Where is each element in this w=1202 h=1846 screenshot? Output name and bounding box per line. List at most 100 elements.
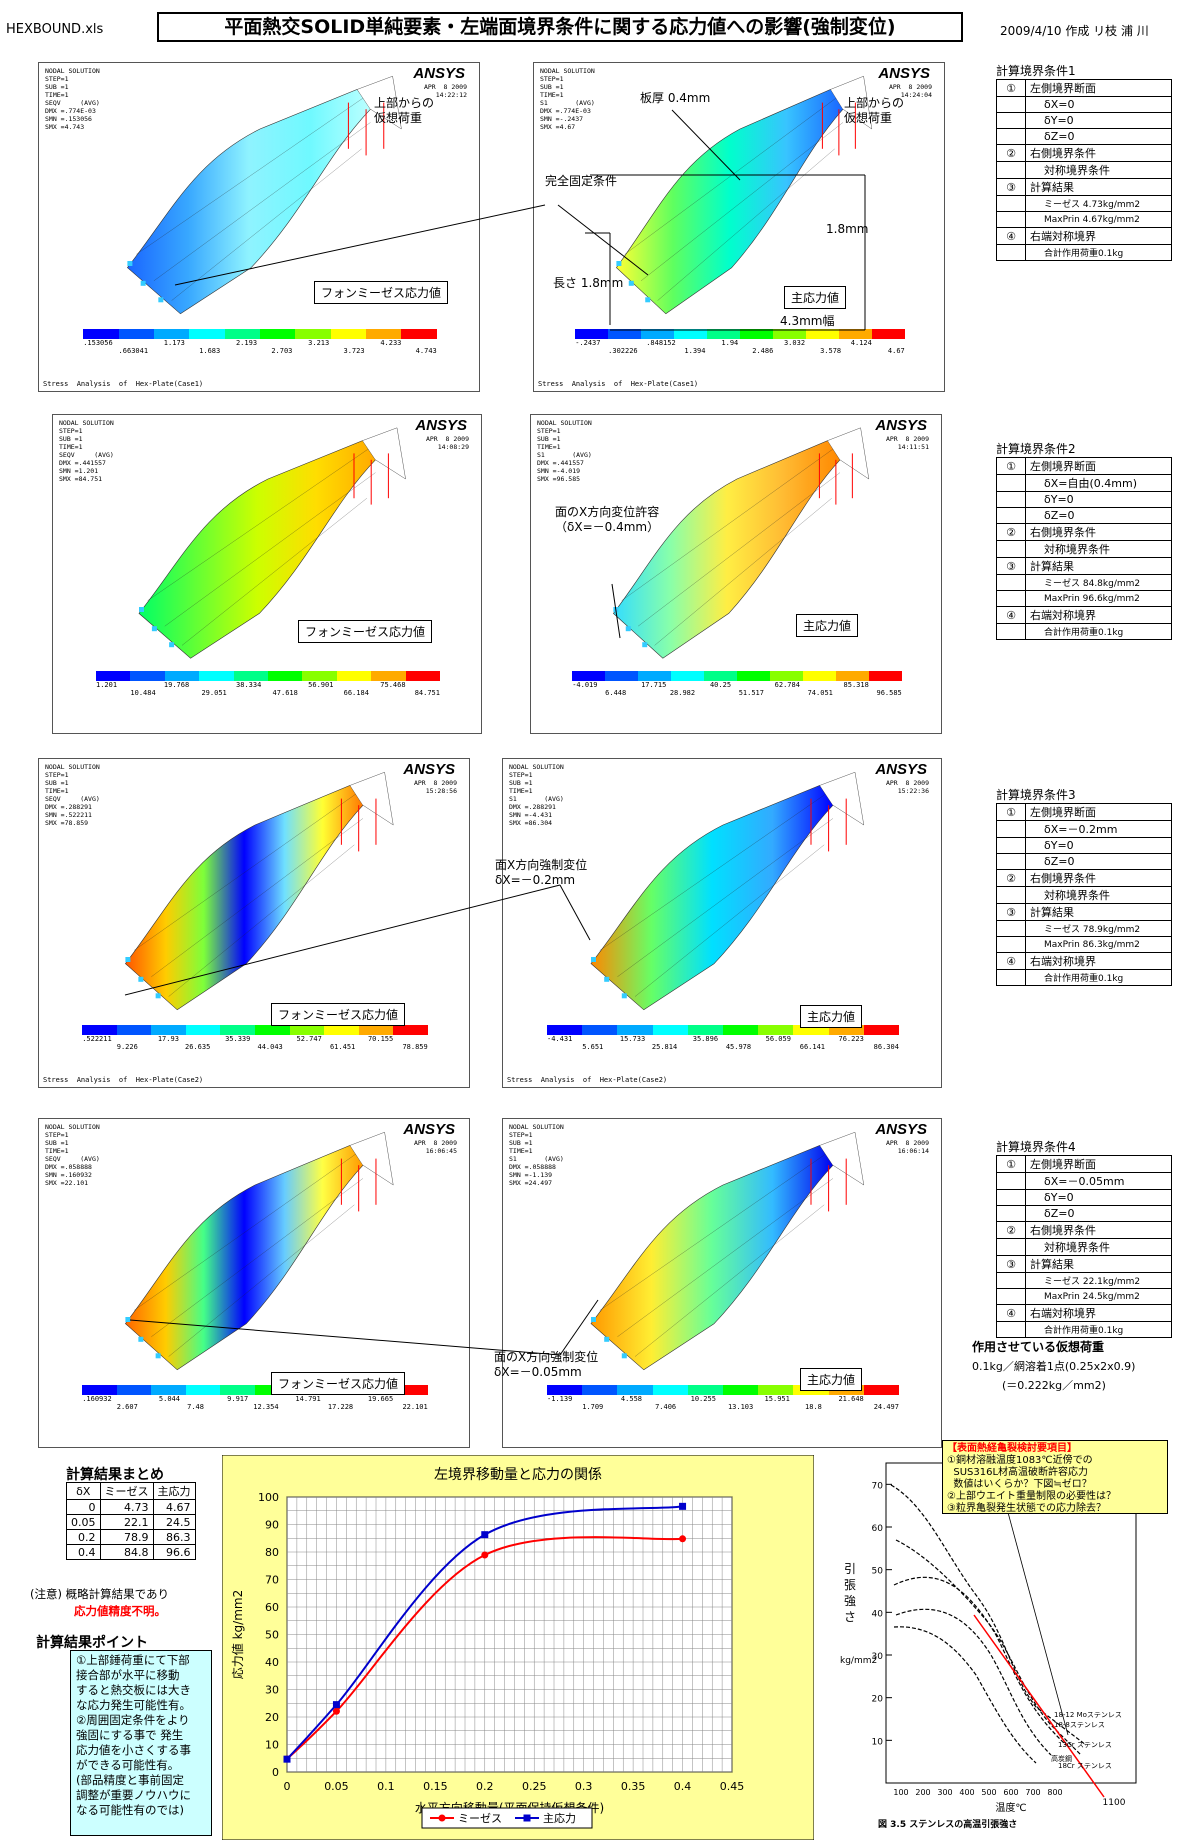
summary-table: δX ミーゼス 主応力 0 4.73 4.67 0.05 22.1 24.5 0.2 78… [66, 1482, 196, 1560]
ansys-nodal: NODAL SOLUTION [59, 419, 114, 427]
ansys-date: APR 8 2009 [885, 435, 929, 443]
condition-row: δY=0 [996, 1189, 1172, 1206]
condition-num [996, 507, 1026, 524]
colorbar-label: 84.751 [414, 689, 440, 697]
condition-num: ② [996, 1221, 1026, 1239]
condition-text: δY=0 [1025, 112, 1172, 129]
callout-width: 4.3mm幅 [780, 314, 835, 328]
ref-y-tick-label: 30 [872, 1652, 884, 1662]
ansys-smx: SMX =4.743 [45, 123, 85, 131]
points-line: ができる可能性有。 [76, 1758, 180, 1772]
condition-num [996, 837, 1026, 854]
condition-num [996, 1321, 1026, 1338]
condition-text: MaxPrin 4.67kg/mm2 [1025, 211, 1172, 228]
colorbar-label: 9.917 [227, 1395, 249, 1403]
colorbar-label: 26.635 [185, 1043, 211, 1051]
label-mises-4: フォンミーゼス応力値 [271, 1372, 406, 1395]
ansys-plot-panel: NODAL SOLUTION STEP=1 SUB =1 TIME=1 SEQV (AV… [38, 1118, 470, 1448]
risk-box: 【表面熱経亀裂検討要項目】 ①銅材溶融温度1083℃近傍での SUS316L材高… [942, 1440, 1168, 1514]
condition-row: 対称境界条件 [996, 886, 1172, 904]
colorbar: -4.019 17.715 40.25 62.784 85.318 6.448 28.98… [572, 671, 902, 697]
x-tick-label: 0.45 [720, 1780, 745, 1793]
ref-y-tick-label: 70 [872, 1481, 884, 1491]
condition-num [996, 211, 1026, 228]
condition-num [996, 161, 1026, 179]
colorbar-swatch [96, 671, 131, 681]
ansys-time: TIME=1 [537, 443, 561, 451]
condition-row: ① 左側境界断面 [996, 803, 1172, 821]
ansys-logo: ANSYS [403, 1121, 455, 1138]
y-tick-label: 0 [272, 1766, 279, 1779]
colorbar-swatch [220, 1025, 255, 1035]
colorbar-label: -.2437 [575, 339, 601, 347]
summary-cell: 0 [66, 1499, 101, 1515]
plate-contour [616, 75, 873, 315]
colorbar-label: 3.723 [343, 347, 365, 355]
summary-cell: 86.3 [152, 1529, 196, 1545]
colorbar-swatch [547, 1385, 583, 1395]
callout-height: 1.8mm [826, 222, 869, 236]
colorbar-swatch [366, 329, 402, 339]
colorbar-label: 75.468 [380, 681, 406, 689]
colorbar-swatch [185, 1025, 221, 1035]
points-line: 強固にする事で 発生 [76, 1728, 184, 1742]
ansys-clock: 16:06:45 [425, 1147, 457, 1155]
condition-row: ④ 右端対称境界 [996, 952, 1172, 970]
callout-full-fixed: 完全固定条件 [545, 174, 618, 188]
ref-x-tick-label: 400 [959, 1788, 974, 1797]
points-title: 計算結果ポイント [36, 1635, 148, 1651]
condition-text: 右端対称境界 [1025, 1304, 1172, 1322]
x-tick-label: 0.4 [674, 1780, 692, 1793]
ansys-smn: SMN =.160932 [45, 1171, 92, 1179]
label-main-4: 主応力値 [800, 1368, 863, 1391]
condition-text: ミーゼス 4.73kg/mm2 [1025, 195, 1172, 212]
colorbar-label: 3.032 [783, 339, 806, 347]
ansys-clock: 16:06:14 [897, 1147, 929, 1155]
colorbar-swatches [83, 329, 437, 339]
ref-y-tick-label: 60 [872, 1524, 884, 1534]
y-tick-label: 40 [265, 1656, 279, 1669]
y-tick-label: 10 [265, 1739, 279, 1752]
ansys-step: STEP=1 [59, 427, 83, 435]
points-line: な応力発生可能性有。 [76, 1698, 191, 1712]
colorbar-swatch [233, 671, 269, 681]
condition-num: ④ [996, 227, 1026, 245]
ansys-date: APR 8 2009 [888, 83, 932, 91]
ref-red-trend [973, 1614, 1105, 1798]
colorbar-label: 2.193 [235, 339, 258, 347]
colorbar-swatch [259, 329, 296, 339]
colorbar-swatch [575, 329, 609, 339]
colorbar-label: 24.497 [873, 1403, 899, 1411]
colorbar-label: 1.709 [582, 1403, 604, 1411]
condition-text: 右端対称境界 [1025, 227, 1172, 245]
ansys-quantity: S1 (AVG) [540, 99, 595, 107]
summary-cell: 0.2 [66, 1529, 101, 1545]
summary-header-row: δX ミーゼス 主応力 [66, 1482, 196, 1500]
caution-line1: (注意) 概略計算結果であり [30, 1587, 170, 1601]
condition-num: ① [996, 457, 1026, 475]
colorbar-swatch [652, 1385, 688, 1395]
condition-text: δZ=0 [1025, 1205, 1172, 1222]
colorbar-label: 56.901 [308, 681, 334, 689]
colorbar-swatch [547, 1025, 583, 1035]
colorbar-label: 1.94 [721, 339, 739, 347]
condition-text: 計算結果 [1025, 1255, 1172, 1273]
colorbar-label: 2.703 [271, 347, 293, 355]
condition-text: 合計作用荷重0.1kg [1025, 244, 1172, 261]
ansys-plot-panel: NODAL SOLUTION STEP=1 SUB =1 TIME=1 SEQV (AV… [38, 62, 480, 392]
points-line: すると熱交板には大き [76, 1683, 191, 1697]
condition-num [996, 920, 1026, 937]
colorbar-swatch [118, 329, 154, 339]
ansys-clock: 14:11:51 [897, 443, 929, 451]
colorbar-swatch [652, 1025, 688, 1035]
condition-row: 対称境界条件 [996, 1238, 1172, 1256]
ansys-smx: SMX =86.304 [509, 819, 553, 827]
ansys-legend-text: NODAL SOLUTION STEP=1 SUB =1 TIME=1 SEQV (AV… [45, 1123, 100, 1187]
colorbar-labels-bottom: 5.651 25.814 45.978 66.141 86.304 [547, 1043, 899, 1051]
condition-text: δX=－0.05mm [1025, 1172, 1172, 1190]
ref-y-tick-label: 10 [872, 1737, 884, 1747]
colorbar-label: 21.648 [838, 1395, 864, 1403]
condition-text: δX=0 [1025, 96, 1172, 113]
x-tick-label: 0.05 [324, 1780, 349, 1793]
